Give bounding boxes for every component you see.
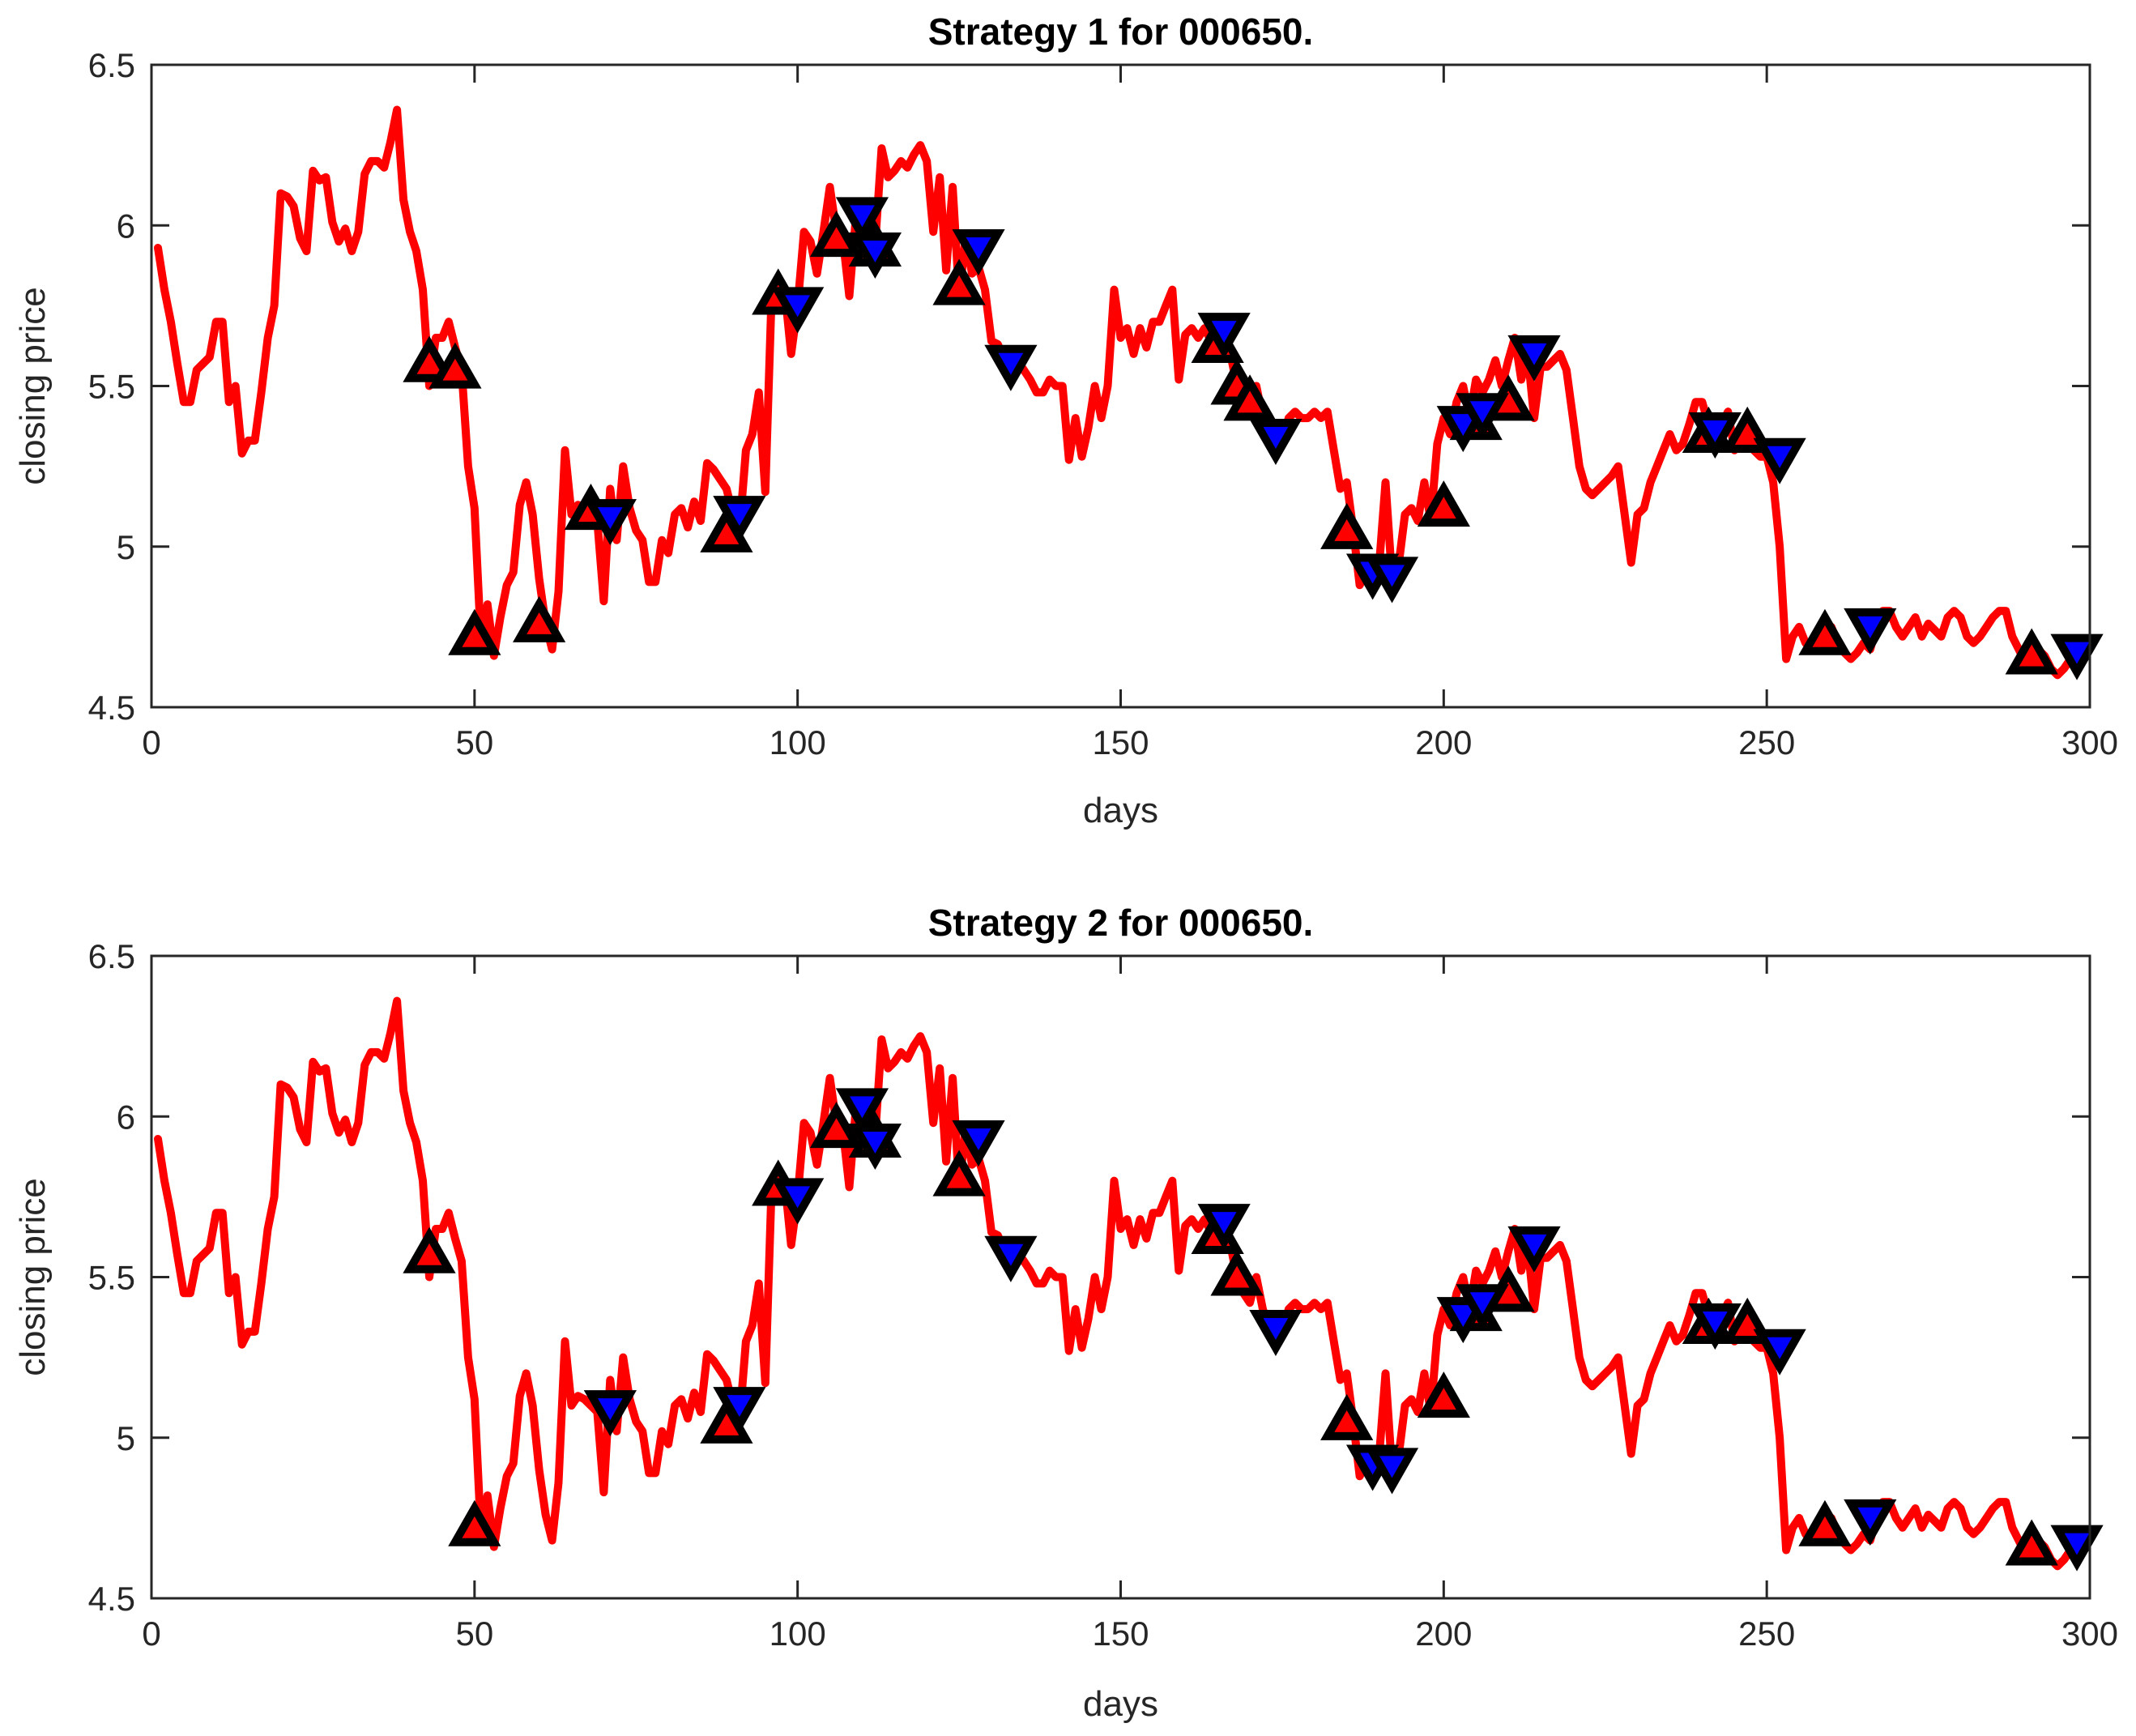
x-tick-label: 0 bbox=[142, 723, 160, 761]
buy-marker bbox=[448, 608, 501, 655]
buy-marker bbox=[809, 211, 863, 258]
y-tick-label: 4.5 bbox=[88, 689, 135, 727]
y-tick-label: 5 bbox=[117, 1419, 135, 1457]
y-tick-label: 5.5 bbox=[88, 1259, 135, 1297]
buy-marker bbox=[809, 1102, 863, 1149]
sell-marker bbox=[583, 1390, 637, 1437]
x-tick-label: 200 bbox=[1415, 1614, 1472, 1653]
sell-marker bbox=[1365, 1448, 1419, 1495]
x-tick-label: 250 bbox=[1738, 1614, 1795, 1653]
sell-marker bbox=[1197, 1204, 1251, 1251]
sell-marker bbox=[952, 1120, 1005, 1167]
buy-marker bbox=[1320, 1393, 1374, 1440]
sell-marker bbox=[1456, 1284, 1509, 1331]
sell-marker bbox=[1688, 1303, 1742, 1350]
closing-price-line bbox=[154, 996, 2081, 1571]
buy-marker bbox=[512, 595, 566, 642]
chart-title: Strategy 1 for 000650. bbox=[928, 11, 1314, 53]
chart-title: Strategy 2 for 000650. bbox=[928, 902, 1314, 944]
sell-marker bbox=[1249, 418, 1302, 466]
sell-marker bbox=[771, 1178, 825, 1225]
y-axis-label: closing price bbox=[13, 287, 53, 485]
trade-markers bbox=[403, 1088, 2104, 1572]
x-tick-label: 100 bbox=[770, 1614, 826, 1653]
y-tick-label: 6 bbox=[117, 1098, 135, 1136]
y-tick-label: 5.5 bbox=[88, 368, 135, 406]
buy-marker bbox=[2005, 1519, 2058, 1566]
sell-marker bbox=[1507, 1226, 1561, 1273]
x-tick-label: 50 bbox=[455, 1614, 493, 1653]
sell-marker bbox=[771, 287, 825, 334]
buy-marker bbox=[1417, 1371, 1470, 1418]
x-tick-label: 0 bbox=[142, 1614, 160, 1653]
buy-marker bbox=[1320, 502, 1374, 549]
x-axis-label: days bbox=[1083, 791, 1158, 830]
sell-marker bbox=[2050, 1525, 2104, 1572]
sell-marker bbox=[984, 344, 1038, 391]
y-tick-label: 5 bbox=[117, 528, 135, 566]
sell-marker bbox=[1844, 1499, 1897, 1546]
y-tick-label: 6 bbox=[117, 207, 135, 245]
y-tick-label: 4.5 bbox=[88, 1580, 135, 1618]
sell-marker bbox=[1844, 608, 1897, 655]
buy-marker bbox=[1417, 480, 1470, 527]
buy-marker bbox=[932, 258, 986, 305]
sell-marker bbox=[1197, 313, 1251, 360]
axes-box bbox=[150, 954, 2091, 1600]
sell-marker bbox=[1365, 557, 1419, 604]
sell-marker bbox=[835, 1088, 889, 1135]
sell-marker bbox=[1507, 335, 1561, 382]
sell-marker bbox=[1688, 412, 1742, 459]
buy-marker bbox=[2005, 628, 2058, 675]
y-tick-label: 6.5 bbox=[88, 46, 135, 84]
x-tick-label: 250 bbox=[1738, 723, 1795, 761]
sell-marker bbox=[1753, 1329, 1806, 1376]
x-tick-label: 50 bbox=[455, 723, 493, 761]
sell-marker bbox=[848, 232, 902, 279]
sell-marker bbox=[713, 1387, 766, 1434]
buy-marker bbox=[428, 342, 482, 389]
x-tick-label: 300 bbox=[2061, 723, 2118, 761]
sell-marker bbox=[713, 496, 766, 543]
strategy-2-panel: Strategy 2 for 000650. 0 50 100 150 200 250 300… bbox=[13, 902, 2118, 1724]
buy-marker bbox=[403, 1226, 456, 1273]
closing-price-line bbox=[154, 105, 2081, 680]
sell-marker bbox=[848, 1123, 902, 1171]
buy-marker bbox=[1798, 608, 1852, 655]
x-tick-label: 200 bbox=[1415, 723, 1472, 761]
sell-marker bbox=[2050, 633, 2104, 680]
sell-marker bbox=[1753, 437, 1806, 484]
axes-box bbox=[150, 63, 2091, 709]
y-axis-label: closing price bbox=[13, 1178, 53, 1376]
sell-marker bbox=[835, 197, 889, 244]
buy-marker bbox=[403, 335, 456, 382]
buy-marker bbox=[1210, 1249, 1264, 1296]
x-axis-label: days bbox=[1083, 1684, 1158, 1724]
x-tick-label: 150 bbox=[1092, 723, 1149, 761]
buy-marker bbox=[448, 1499, 501, 1546]
x-tick-label: 300 bbox=[2061, 1614, 2118, 1653]
sell-marker bbox=[1249, 1309, 1302, 1357]
sell-marker bbox=[952, 229, 1005, 276]
sell-marker bbox=[1456, 393, 1509, 440]
y-tick-label: 6.5 bbox=[88, 937, 135, 975]
sell-marker bbox=[984, 1235, 1038, 1282]
buy-marker bbox=[1223, 374, 1277, 421]
sell-marker bbox=[583, 499, 637, 546]
x-tick-label: 100 bbox=[770, 723, 826, 761]
buy-marker bbox=[1798, 1499, 1852, 1546]
strategy-1-panel: Strategy 1 for 000650. 0 50 100 150 200 250 300… bbox=[13, 11, 2118, 830]
buy-marker bbox=[932, 1150, 986, 1196]
trade-markers bbox=[403, 197, 2104, 680]
x-tick-label: 150 bbox=[1092, 1614, 1149, 1653]
